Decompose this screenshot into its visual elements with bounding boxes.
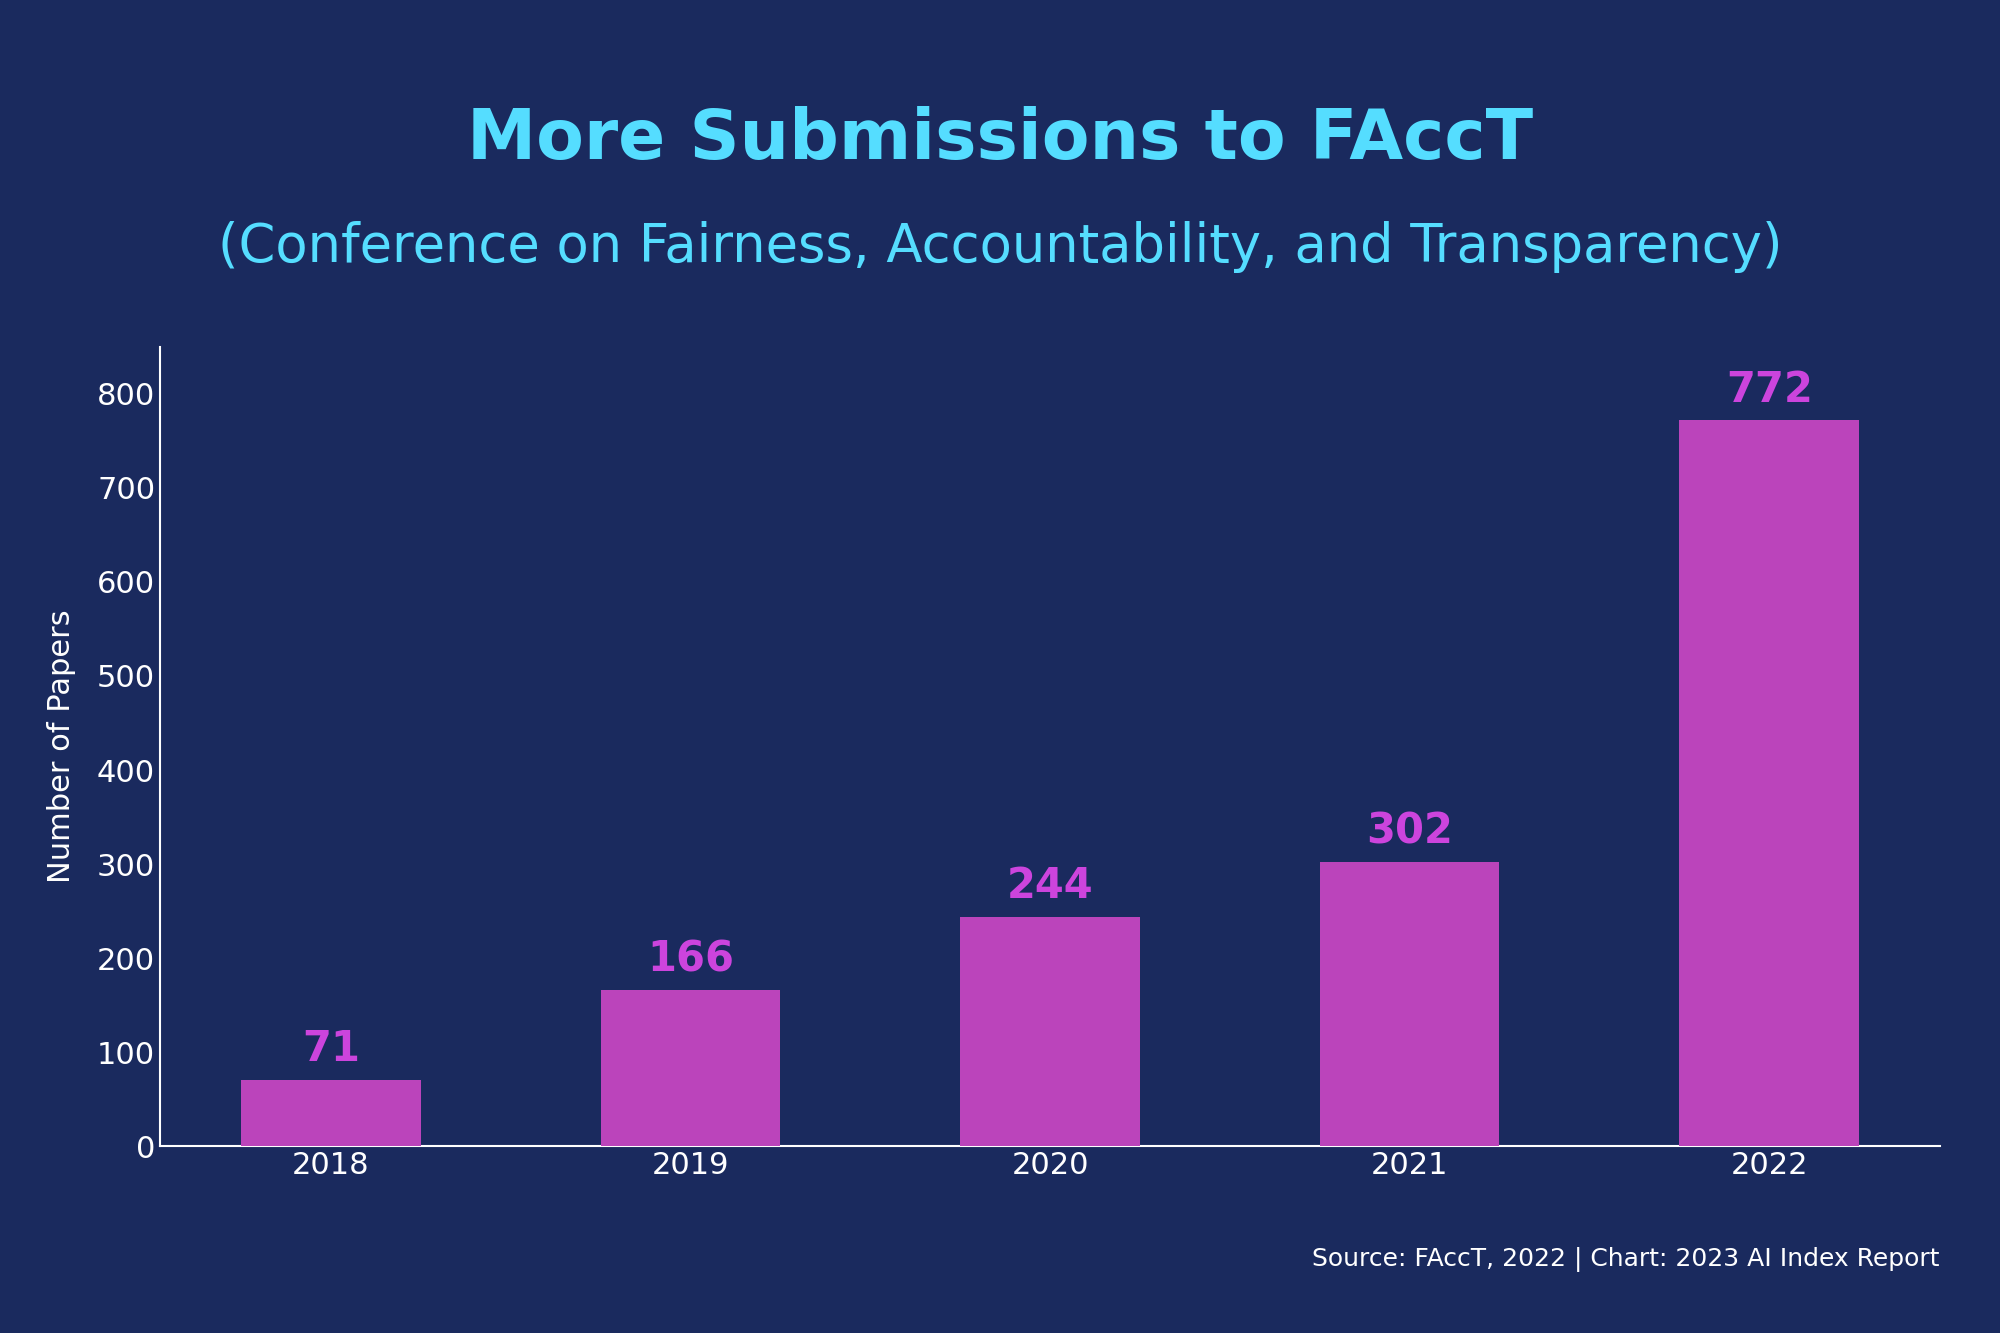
Text: 772: 772 bbox=[1726, 368, 1812, 411]
Text: 71: 71 bbox=[302, 1028, 360, 1070]
Bar bbox=[1320, 862, 1500, 1146]
Text: 244: 244 bbox=[1006, 865, 1094, 908]
Text: More Submissions to FAccT: More Submissions to FAccT bbox=[466, 107, 1534, 173]
Text: 302: 302 bbox=[1366, 810, 1454, 853]
Bar bbox=[600, 990, 780, 1146]
Bar bbox=[1680, 420, 1860, 1146]
Text: 166: 166 bbox=[646, 938, 734, 981]
Text: (Conference on Fairness, Accountability, and Transparency): (Conference on Fairness, Accountability,… bbox=[218, 220, 1782, 273]
Bar bbox=[960, 917, 1140, 1146]
Bar bbox=[240, 1080, 420, 1146]
Y-axis label: Number of Papers: Number of Papers bbox=[48, 609, 76, 884]
Text: Source: FAccT, 2022 | Chart: 2023 AI Index Report: Source: FAccT, 2022 | Chart: 2023 AI Ind… bbox=[1312, 1248, 1940, 1272]
